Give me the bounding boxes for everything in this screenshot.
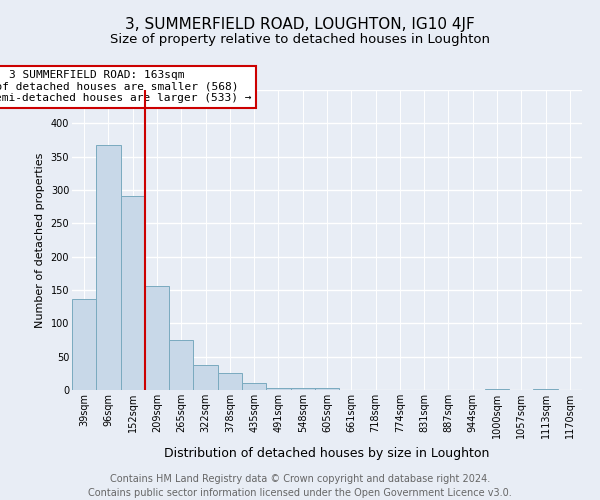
Text: 3 SUMMERFIELD ROAD: 163sqm
← 51% of detached houses are smaller (568)
48% of sem: 3 SUMMERFIELD ROAD: 163sqm ← 51% of deta… [0,70,251,103]
Bar [193,364,218,390]
Bar [169,340,193,390]
Text: Contains HM Land Registry data © Crown copyright and database right 2024.
Contai: Contains HM Land Registry data © Crown c… [88,474,512,498]
Y-axis label: Number of detached properties: Number of detached properties [35,152,45,328]
Text: 3, SUMMERFIELD ROAD, LOUGHTON, IG10 4JF: 3, SUMMERFIELD ROAD, LOUGHTON, IG10 4JF [125,18,475,32]
Bar [242,382,266,390]
Bar [533,388,558,390]
Bar [485,388,509,390]
X-axis label: Distribution of detached houses by size in Loughton: Distribution of detached houses by size … [164,446,490,460]
Bar [218,372,242,390]
Bar [145,286,169,390]
Bar [121,196,145,390]
Bar [315,388,339,390]
Bar [290,388,315,390]
Bar [96,144,121,390]
Text: Size of property relative to detached houses in Loughton: Size of property relative to detached ho… [110,32,490,46]
Bar [266,388,290,390]
Bar [72,300,96,390]
